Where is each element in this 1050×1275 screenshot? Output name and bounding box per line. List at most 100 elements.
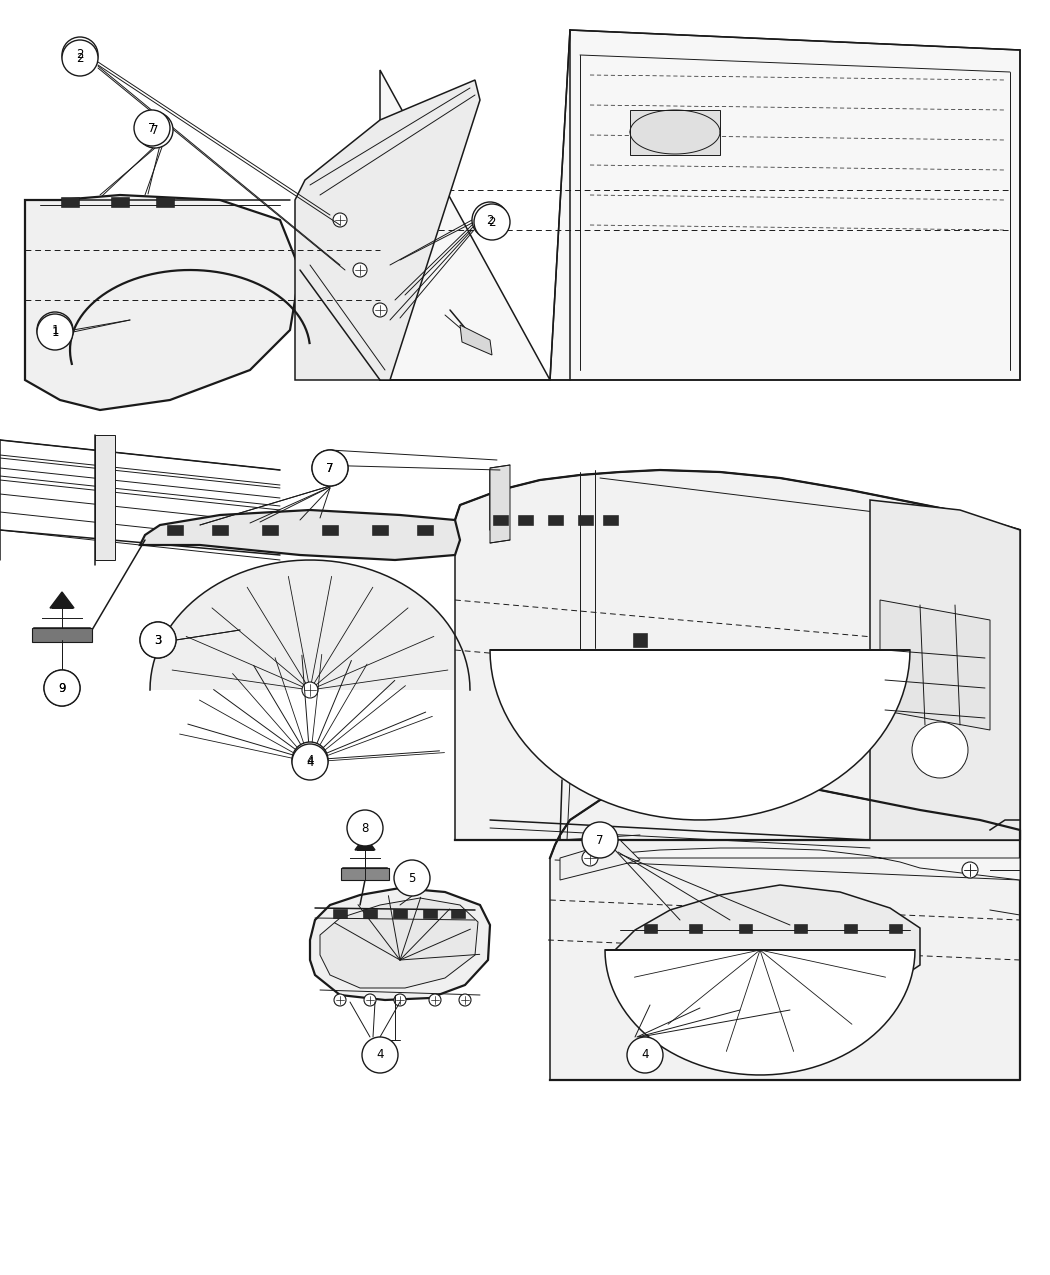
Circle shape [373, 303, 387, 317]
Polygon shape [94, 435, 116, 560]
Bar [111, 198, 129, 207]
Bar [393, 909, 407, 918]
Bar [417, 525, 433, 536]
Text: 4: 4 [307, 754, 314, 766]
Polygon shape [50, 592, 74, 608]
Text: 4: 4 [376, 1048, 383, 1062]
Bar [322, 525, 338, 536]
Polygon shape [320, 898, 478, 988]
Circle shape [62, 40, 98, 76]
Bar [547, 515, 563, 525]
Bar [633, 632, 647, 646]
Text: 1: 1 [51, 325, 59, 338]
Circle shape [472, 201, 508, 238]
Text: 4: 4 [642, 1048, 649, 1062]
Bar [363, 909, 377, 918]
Bar [333, 909, 347, 918]
Circle shape [37, 314, 74, 351]
Circle shape [362, 1037, 398, 1074]
Polygon shape [490, 465, 510, 543]
Text: 2: 2 [77, 48, 84, 61]
Circle shape [353, 263, 367, 277]
Text: 7: 7 [327, 462, 334, 474]
Text: 4: 4 [307, 756, 314, 769]
Polygon shape [455, 470, 1020, 840]
Polygon shape [295, 80, 480, 380]
Polygon shape [490, 650, 910, 820]
Bar [156, 198, 174, 207]
Polygon shape [880, 601, 990, 731]
Bar [518, 515, 532, 525]
Circle shape [62, 37, 98, 73]
Bar [888, 923, 902, 932]
Circle shape [627, 1037, 663, 1074]
Text: 7: 7 [151, 124, 159, 136]
Bar [372, 525, 388, 536]
Polygon shape [550, 782, 1020, 1080]
Bar [212, 525, 228, 536]
Circle shape [292, 742, 328, 778]
Bar [738, 923, 752, 932]
Bar [644, 923, 656, 932]
Text: 9: 9 [58, 682, 66, 695]
Polygon shape [870, 500, 1020, 840]
Bar [341, 868, 388, 880]
Polygon shape [460, 325, 492, 354]
Circle shape [44, 669, 80, 706]
Circle shape [44, 669, 80, 706]
Circle shape [136, 112, 173, 148]
Text: 2: 2 [488, 215, 496, 228]
Circle shape [134, 110, 170, 147]
Circle shape [346, 810, 383, 847]
Polygon shape [150, 560, 470, 690]
Circle shape [312, 450, 348, 486]
Polygon shape [380, 31, 1020, 380]
Bar [689, 923, 701, 932]
Text: 2: 2 [486, 213, 494, 227]
Bar [452, 909, 465, 918]
Text: 1: 1 [51, 324, 59, 337]
Polygon shape [560, 840, 640, 880]
Circle shape [394, 861, 430, 896]
Bar [262, 525, 278, 536]
Polygon shape [355, 836, 375, 850]
Text: 3: 3 [154, 634, 162, 646]
Bar [603, 515, 617, 525]
Circle shape [312, 450, 348, 486]
Text: 5: 5 [408, 872, 416, 885]
Text: 8: 8 [361, 821, 369, 835]
Text: 9: 9 [58, 682, 66, 695]
Circle shape [333, 213, 347, 227]
Bar [167, 525, 183, 536]
Circle shape [582, 822, 618, 858]
Circle shape [459, 994, 471, 1006]
Circle shape [912, 722, 968, 778]
Bar [32, 629, 92, 643]
Text: 3: 3 [154, 634, 162, 646]
Circle shape [474, 204, 510, 240]
Bar [61, 198, 79, 207]
Bar [794, 923, 806, 932]
Circle shape [429, 994, 441, 1006]
Bar [843, 923, 857, 932]
Circle shape [140, 622, 176, 658]
Circle shape [582, 850, 598, 866]
Circle shape [394, 994, 406, 1006]
Polygon shape [630, 110, 720, 156]
Polygon shape [140, 510, 460, 560]
Polygon shape [605, 950, 915, 1075]
Circle shape [140, 622, 176, 658]
Bar [492, 515, 507, 525]
Circle shape [37, 312, 74, 348]
Polygon shape [610, 885, 920, 1010]
Text: 7: 7 [148, 121, 155, 134]
Text: 7: 7 [327, 462, 334, 474]
Bar [423, 909, 437, 918]
Bar [578, 515, 592, 525]
Circle shape [364, 994, 376, 1006]
Circle shape [302, 682, 318, 697]
Polygon shape [310, 887, 490, 1000]
Text: 7: 7 [596, 834, 604, 847]
Circle shape [292, 745, 328, 780]
Polygon shape [600, 848, 1020, 880]
